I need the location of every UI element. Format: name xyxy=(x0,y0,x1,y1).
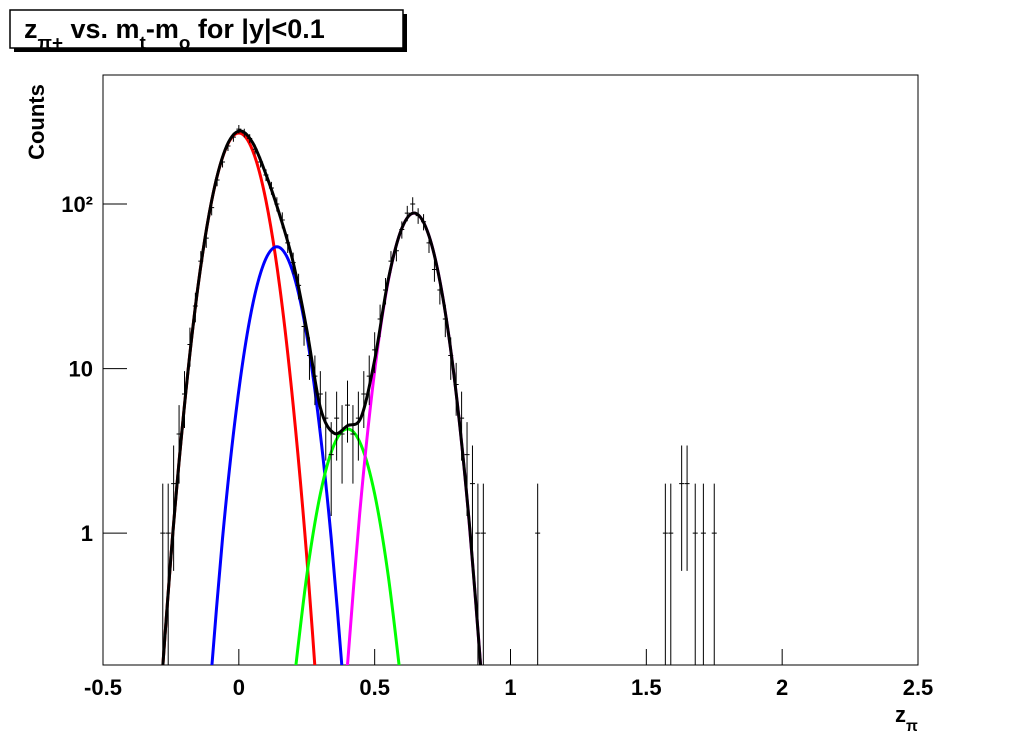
data-point xyxy=(236,125,242,134)
x-tick-label: 2 xyxy=(776,675,788,700)
data-point xyxy=(263,169,269,182)
data-point xyxy=(339,405,345,484)
data-point xyxy=(301,311,307,346)
data-point xyxy=(700,483,706,665)
data-point xyxy=(247,134,253,144)
data-point xyxy=(334,391,340,461)
text-part: o xyxy=(179,33,191,54)
text-part: -m xyxy=(146,14,179,44)
data-point xyxy=(437,278,443,305)
data-point xyxy=(355,391,361,461)
y-tick-label: 1 xyxy=(81,521,93,546)
data-point xyxy=(317,371,323,429)
data-point xyxy=(203,229,209,248)
data-point xyxy=(464,422,470,517)
data-point xyxy=(388,251,394,273)
data-point xyxy=(404,205,410,222)
fit-curve xyxy=(210,245,344,665)
x-tick-label: 0 xyxy=(233,675,245,700)
data-point xyxy=(220,156,226,168)
data-point xyxy=(480,483,486,665)
data-point xyxy=(306,337,312,380)
data-point xyxy=(372,332,378,374)
y-tick-label: 10² xyxy=(61,192,93,217)
data-point xyxy=(377,304,383,338)
data-point xyxy=(475,483,481,665)
data-point xyxy=(350,405,356,484)
title-box xyxy=(9,9,404,49)
data-point xyxy=(692,483,698,665)
data-point xyxy=(165,483,171,665)
y-axis-label: Counts xyxy=(24,84,49,160)
data-point xyxy=(312,355,318,406)
data-point xyxy=(279,212,285,229)
data-point xyxy=(453,362,459,416)
data-point xyxy=(366,355,372,406)
data-point xyxy=(442,304,448,338)
data-point xyxy=(448,337,454,380)
data-point xyxy=(361,371,367,429)
data-point xyxy=(469,445,475,571)
text-part: z xyxy=(24,14,38,44)
text-part: t xyxy=(140,33,147,54)
data-point xyxy=(410,197,416,212)
data-point xyxy=(323,391,329,461)
data-point xyxy=(274,197,280,212)
data-point xyxy=(290,252,296,275)
text-part: vs. m xyxy=(63,14,140,44)
x-axis-label: zπ xyxy=(895,702,918,735)
data-point xyxy=(328,422,334,517)
chart-title: zπ+ vs. mt-mo for |y|<0.1 xyxy=(24,14,325,54)
data-point xyxy=(176,405,182,484)
x-tick-label: 1.5 xyxy=(631,675,662,700)
data-point xyxy=(345,380,350,443)
plot-area xyxy=(160,125,717,665)
x-tick-label: -0.5 xyxy=(84,675,122,700)
data-point xyxy=(230,132,236,142)
data-point xyxy=(296,273,302,300)
data-point xyxy=(171,445,177,571)
data-point xyxy=(535,483,541,665)
data-point xyxy=(285,234,291,253)
data-point xyxy=(711,483,717,665)
text-part: z xyxy=(895,702,906,727)
data-point xyxy=(241,128,247,138)
data-point xyxy=(426,234,432,253)
data-point xyxy=(182,371,187,429)
fit-curve xyxy=(161,129,483,665)
data-point xyxy=(258,156,264,168)
data-point xyxy=(459,391,465,461)
data-point xyxy=(668,483,674,665)
text-part: π+ xyxy=(38,33,64,54)
data-point xyxy=(383,278,389,305)
x-tick-label: 1 xyxy=(504,675,516,700)
data-point xyxy=(252,144,258,155)
data-point xyxy=(431,259,437,282)
text-part: for |y|<0.1 xyxy=(190,14,324,44)
data-point xyxy=(662,483,668,665)
data-point xyxy=(214,174,220,187)
data-point xyxy=(679,445,685,571)
data-point xyxy=(198,251,204,273)
data-point xyxy=(187,327,193,367)
data-point xyxy=(684,445,690,571)
data-point xyxy=(192,292,198,323)
data-point xyxy=(268,181,274,195)
text-part: π xyxy=(906,718,918,735)
x-tick-label: 2.5 xyxy=(903,675,934,700)
y-tick-label: 10 xyxy=(69,357,93,382)
data-point xyxy=(209,200,215,216)
data-point xyxy=(421,214,427,231)
data-point xyxy=(415,208,421,224)
data-point xyxy=(393,241,399,262)
data-point xyxy=(399,221,405,239)
x-tick-label: 0.5 xyxy=(359,675,390,700)
data-point xyxy=(225,141,231,151)
data-point xyxy=(160,483,166,665)
